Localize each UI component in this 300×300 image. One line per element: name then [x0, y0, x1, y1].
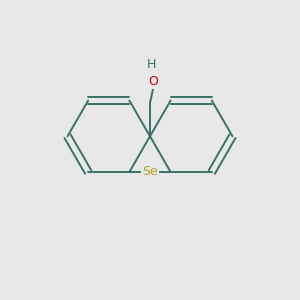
Text: H: H — [146, 58, 156, 71]
Text: Se: Se — [142, 166, 158, 178]
Text: O: O — [148, 75, 158, 88]
